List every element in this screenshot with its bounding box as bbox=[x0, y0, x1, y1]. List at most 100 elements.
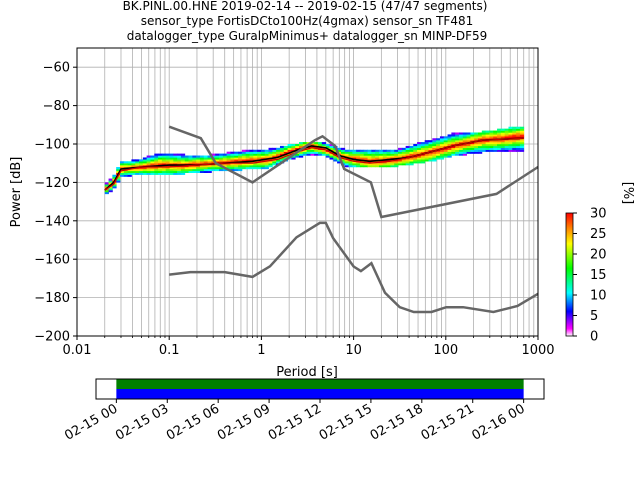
heatmap-cell bbox=[264, 167, 269, 170]
y-tick-label: −80 bbox=[43, 99, 70, 114]
heatmap-cell bbox=[230, 163, 235, 166]
heatmap-cell bbox=[417, 157, 422, 160]
heatmap-cell bbox=[462, 153, 467, 156]
heatmap-cell bbox=[127, 165, 132, 168]
heatmap-cell bbox=[432, 159, 437, 162]
heatmap-cell bbox=[245, 153, 250, 156]
heatmap-cell bbox=[158, 168, 163, 172]
heatmap-cell bbox=[519, 130, 525, 133]
heatmap-cell bbox=[253, 151, 258, 154]
heatmap-cell bbox=[363, 155, 368, 158]
heatmap-cell bbox=[264, 151, 269, 154]
heatmap-cell bbox=[165, 165, 170, 168]
heatmap-cell bbox=[458, 149, 464, 152]
heatmap-cell bbox=[318, 149, 323, 152]
heatmap-cell bbox=[508, 149, 513, 152]
y-tick-label: −160 bbox=[34, 253, 70, 268]
heatmap-cell bbox=[257, 165, 262, 168]
heatmap-cell bbox=[363, 165, 368, 168]
heatmap-cell bbox=[310, 153, 315, 156]
heatmap-cell bbox=[481, 144, 487, 147]
heatmap-cell bbox=[493, 144, 498, 147]
heatmap-cell bbox=[409, 161, 414, 164]
heatmap-cell bbox=[333, 157, 338, 160]
heatmap-cell bbox=[165, 157, 170, 160]
heatmap-cell bbox=[405, 151, 410, 154]
heatmap-cell bbox=[455, 140, 460, 143]
heatmap-cell bbox=[192, 167, 197, 170]
heatmap-cell bbox=[432, 138, 437, 141]
heatmap-cell bbox=[139, 161, 144, 164]
heatmap-cell bbox=[249, 165, 254, 168]
heatmap-cell bbox=[417, 145, 422, 149]
heatmap-cell bbox=[439, 151, 445, 154]
colorbar-label: [%] bbox=[620, 182, 635, 205]
heatmap-cell bbox=[455, 142, 460, 145]
heatmap-cell bbox=[325, 151, 330, 154]
heatmap-cell bbox=[344, 157, 349, 160]
heatmap-cell bbox=[485, 136, 490, 139]
heatmap-cell bbox=[398, 153, 403, 156]
heatmap-cell bbox=[439, 149, 445, 152]
timeline-tick-label: 02-15 09 bbox=[215, 401, 273, 443]
heatmap-cell bbox=[127, 168, 132, 172]
heatmap-cell bbox=[150, 168, 155, 172]
heatmap-cell bbox=[260, 157, 266, 160]
heatmap-cell bbox=[188, 155, 193, 158]
heatmap-cell bbox=[375, 149, 380, 152]
heatmap-cell bbox=[154, 155, 159, 158]
heatmap-cell bbox=[481, 138, 487, 141]
heatmap-cell bbox=[378, 157, 384, 160]
heatmap-cell bbox=[458, 138, 464, 141]
colorbar-tick-label: 25 bbox=[590, 227, 607, 242]
heatmap-cell bbox=[436, 157, 441, 160]
heatmap-cell bbox=[398, 163, 403, 166]
heatmap-cell bbox=[104, 190, 109, 193]
heatmap-cell bbox=[462, 147, 467, 150]
heatmap-cell bbox=[139, 159, 144, 162]
heatmap-cell bbox=[497, 128, 502, 131]
heatmap-cell bbox=[108, 180, 113, 183]
heatmap-cell bbox=[264, 153, 269, 156]
heatmap-cell bbox=[219, 153, 224, 156]
heatmap-cell bbox=[238, 165, 243, 168]
heatmap-cell bbox=[447, 134, 452, 137]
heatmap-cell bbox=[245, 159, 250, 162]
heatmap-cell bbox=[180, 155, 186, 158]
heatmap-cell bbox=[390, 163, 395, 166]
heatmap-cell bbox=[382, 165, 388, 168]
heatmap-cell bbox=[348, 155, 353, 158]
heatmap-cell bbox=[329, 147, 334, 150]
heatmap-cell bbox=[337, 161, 342, 164]
heatmap-cell bbox=[119, 168, 125, 172]
heatmap-cell bbox=[359, 155, 365, 158]
heatmap-cell bbox=[127, 161, 132, 164]
heatmap-cell bbox=[199, 168, 205, 172]
heatmap-cell bbox=[241, 159, 247, 162]
heatmap-cell bbox=[439, 136, 445, 139]
heatmap-cell bbox=[135, 165, 140, 168]
heatmap-cell bbox=[215, 161, 220, 164]
heatmap-cell bbox=[119, 170, 125, 173]
heatmap-cell bbox=[245, 165, 250, 168]
heatmap-cell bbox=[474, 138, 479, 141]
heatmap-cell bbox=[219, 168, 224, 172]
heatmap-cell bbox=[306, 149, 311, 152]
heatmap-cell bbox=[196, 159, 201, 162]
heatmap-cell bbox=[154, 159, 159, 162]
heatmap-cell bbox=[371, 163, 376, 166]
x-axis-label: Period [s] bbox=[276, 365, 338, 380]
heatmap-cell bbox=[512, 128, 517, 131]
heatmap-cell bbox=[116, 170, 121, 173]
heatmap-cell bbox=[466, 132, 471, 135]
heatmap-cell bbox=[344, 151, 349, 154]
heatmap-cell bbox=[264, 155, 269, 158]
heatmap-cell bbox=[386, 151, 391, 154]
heatmap-cell bbox=[398, 149, 403, 152]
heatmap-cell bbox=[302, 149, 308, 152]
heatmap-cell bbox=[481, 130, 487, 133]
heatmap-cell bbox=[142, 167, 148, 170]
heatmap-cell bbox=[348, 149, 353, 152]
heatmap-cell bbox=[158, 157, 163, 160]
heatmap-cell bbox=[230, 155, 235, 158]
